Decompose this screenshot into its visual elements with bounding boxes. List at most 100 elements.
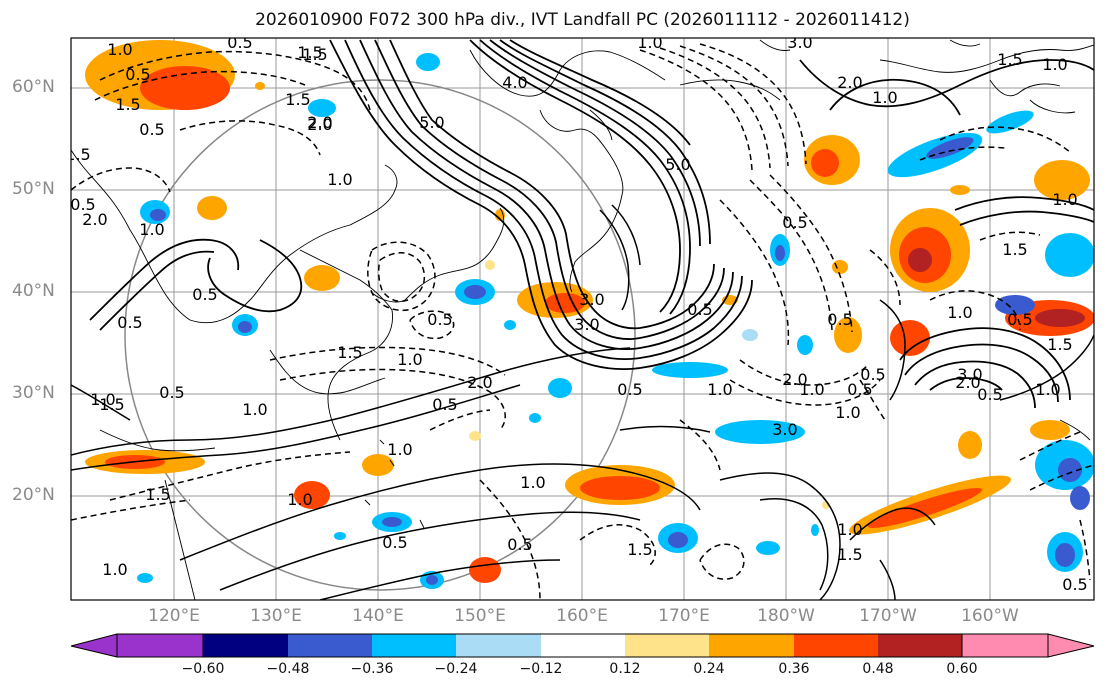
contour-label: 1.5 — [837, 545, 862, 564]
coastlines — [71, 39, 1094, 600]
contour-label: 1.0 — [242, 400, 267, 419]
contour-label: 1.0 — [947, 303, 972, 322]
contour-label: 1.0 — [1052, 190, 1077, 209]
contour-label: 1.0 — [397, 350, 422, 369]
colorbar-tick: 0.60 — [946, 661, 978, 677]
lat-label-20n: 20°N — [12, 485, 55, 505]
lat-label-50n: 50°N — [12, 179, 55, 199]
contour-label: 1.0 — [1035, 380, 1060, 399]
contour-label: 2.0 — [307, 115, 332, 134]
contour-label: 0.5 — [382, 533, 407, 552]
landfall-circle — [124, 79, 636, 591]
contour-label: 1.0 — [387, 440, 412, 459]
lon-label-160e: 160°E — [556, 606, 608, 626]
contour-lines — [71, 39, 1094, 600]
contour-label: 1.0 — [637, 33, 662, 52]
contour-label: 0.5 — [139, 120, 164, 139]
colorbar-tick: 0.12 — [609, 661, 641, 677]
contour-label: 0.5 — [617, 380, 642, 399]
colorbar-tick: 0.48 — [862, 661, 894, 677]
contour-label: 2.0 — [782, 370, 807, 389]
contour-label: 1.5 — [302, 45, 327, 64]
contour-label: 1.0 — [327, 170, 352, 189]
contour-label: 3.0 — [772, 420, 797, 439]
contour-label: 0.5 — [117, 313, 142, 332]
contour-label: 1.5 — [997, 50, 1022, 69]
contour-label: 1.5 — [115, 95, 140, 114]
contour-label: 1.0 — [90, 390, 115, 409]
colorbar-tick: −0.48 — [266, 661, 310, 677]
contour-label: 0.5 — [70, 195, 95, 214]
colorbar-tick: 0.24 — [693, 661, 725, 677]
lon-label-130e: 130°E — [250, 606, 302, 626]
lon-label-170e: 170°E — [658, 606, 710, 626]
lon-label-120e: 120°E — [148, 606, 200, 626]
contour-label: 1.0 — [707, 380, 732, 399]
contour-label: 0.5 — [1007, 310, 1032, 329]
contour-label: 2.0 — [467, 373, 492, 392]
contour-label: 1.0 — [872, 88, 897, 107]
contour-label: 1.5 — [65, 145, 90, 164]
contour-label: 0.5 — [1062, 575, 1087, 594]
contour-label: 2.0 — [837, 73, 862, 92]
contour-label: 1.5 — [285, 90, 310, 109]
lat-label-40n: 40°N — [12, 281, 55, 301]
contour-label: 0.5 — [227, 33, 252, 52]
lon-label-160w: 160°W — [961, 606, 1019, 626]
contour-label: 0.5 — [827, 310, 852, 329]
contour-label: 2.0 — [955, 373, 980, 392]
contour-label: 0.5 — [860, 365, 885, 384]
lon-label-150e: 150°E — [454, 606, 506, 626]
contour-label: 4.0 — [502, 73, 527, 92]
contour-label: 0.5 — [125, 65, 150, 84]
negative-divergence-fill — [137, 53, 1094, 589]
contour-label: 1.0 — [520, 473, 545, 492]
contour-label: 0.5 — [192, 285, 217, 304]
colorbar-tick: 0.36 — [778, 661, 810, 677]
lon-label-180w: 180°W — [757, 606, 815, 626]
contour-label: 0.5 — [507, 535, 532, 554]
contour-label: 2.0 — [82, 210, 107, 229]
colorbar-tick: −0.60 — [181, 661, 225, 677]
contour-label: 1.5 — [337, 343, 362, 362]
lat-label-60n: 60°N — [12, 77, 55, 97]
contour-label: 0.5 — [159, 383, 184, 402]
contour-label-layer: 1.00.51.50.51.52.01.00.51.01.50.51.50.50… — [65, 33, 1088, 594]
contour-label: 1.0 — [837, 520, 862, 539]
contour-label: 1.5 — [1047, 335, 1072, 354]
contour-label: 0.5 — [432, 395, 457, 414]
contour-label: 1.0 — [287, 490, 312, 509]
contour-label: 1.5 — [297, 43, 322, 62]
contour-label: 0.5 — [782, 213, 807, 232]
lat-label-30n: 30°N — [12, 383, 55, 403]
divergence-shading — [85, 40, 1094, 589]
contour-label: 3.0 — [957, 365, 982, 384]
contour-label: 1.0 — [799, 380, 824, 399]
contour-label: 0.5 — [847, 380, 872, 399]
contour-label: 1.5 — [99, 395, 124, 414]
colorbar-tick: −0.24 — [434, 661, 478, 677]
contour-label: 1.0 — [107, 40, 132, 59]
contour-label: 1.0 — [102, 560, 127, 579]
plot-title: 2026010900 F072 300 hPa div., IVT Landfa… — [255, 10, 910, 30]
contour-label: 2.0 — [307, 113, 332, 132]
lon-label-170w: 170°W — [859, 606, 917, 626]
contour-label: 1.0 — [139, 220, 164, 239]
colorbar-tick: −0.36 — [350, 661, 394, 677]
contour-label: 1.5 — [1002, 240, 1027, 259]
contour-label: 1.5 — [145, 485, 170, 504]
contour-label: 3.0 — [574, 315, 599, 334]
map-frame — [70, 37, 1095, 601]
contour-label: 1.5 — [627, 540, 652, 559]
contour-label: 0.5 — [427, 310, 452, 329]
contour-label: 5.0 — [665, 155, 690, 174]
contour-label: 3.0 — [579, 290, 604, 309]
contour-label: 1.0 — [835, 403, 860, 422]
lon-label-140e: 140°E — [352, 606, 404, 626]
contour-label: 1.0 — [1042, 55, 1067, 74]
contour-label: 0.5 — [687, 300, 712, 319]
contour-label: 3.0 — [787, 33, 812, 52]
colorbar-tick: −0.12 — [519, 661, 563, 677]
contour-label: 0.5 — [977, 385, 1002, 404]
